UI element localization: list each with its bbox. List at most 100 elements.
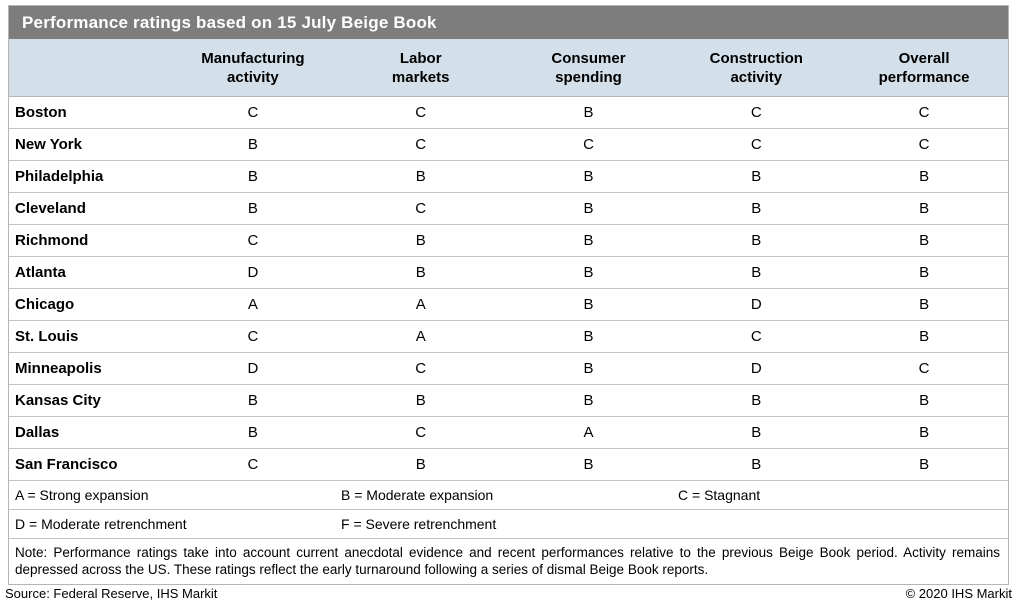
district-name: Cleveland [15,200,86,217]
grade-cell: A [247,296,258,313]
table-title: Performance ratings based on 15 July Bei… [22,12,437,32]
footer: Source: Federal Reserve, IHS Markit © 20… [5,586,1012,601]
grade-cell: B [583,232,594,249]
table-row: Minneapolis D C B D C [9,353,1008,385]
grade-cell: C [918,360,930,377]
grade-cell: B [751,392,762,409]
table-row: Philadelphia B B B B B [9,161,1008,193]
grade-cell: C [247,232,259,249]
grade-cell: B [583,104,594,121]
district-name: St. Louis [15,328,79,345]
district-name: Chicago [15,296,75,313]
grade-cell: C [415,104,427,121]
district-name: Boston [15,104,67,121]
district-name: Dallas [15,424,60,441]
table-row: St. Louis C A B C B [9,321,1008,353]
grade-cell: C [750,136,762,153]
grade-cell: B [247,200,258,217]
district-name: San Francisco [15,456,118,473]
district-name: Philadelphia [15,168,104,185]
column-header-consumer-spending: Consumer spending [551,49,626,86]
grade-cell: B [415,392,426,409]
table-title-bar: Performance ratings based on 15 July Bei… [9,6,1008,39]
grade-cell: B [751,200,762,217]
grade-cell: C [750,328,762,345]
grade-cell: C [415,136,427,153]
grade-cell: B [919,392,930,409]
table-row: Chicago A A B D B [9,289,1008,321]
grade-cell: B [919,232,930,249]
grade-cell: B [919,424,930,441]
table-row: New York B C C C C [9,129,1008,161]
grade-cell: B [583,392,594,409]
grade-cell: C [247,328,259,345]
grade-cell: C [415,424,427,441]
grade-cell: B [247,392,258,409]
column-header-manufacturing-activity: Manufacturing activity [201,49,305,86]
district-name: Richmond [15,232,89,249]
grade-cell: B [919,264,930,281]
grade-cell: B [751,232,762,249]
grade-cell: B [415,264,426,281]
district-name: Atlanta [15,264,66,281]
grade-cell: D [750,296,762,313]
grade-cell: C [583,136,594,153]
grade-cell: C [415,360,427,377]
grade-cell: D [247,360,259,377]
source-text: Source: Federal Reserve, IHS Markit [5,586,218,601]
legend-grade-c: C = Stagnant [678,487,761,503]
district-name: Kansas City [15,392,101,409]
table-row: Cleveland B C B B B [9,193,1008,225]
column-header-labor-markets: Labor markets [391,49,450,86]
grade-cell: B [919,296,930,313]
grade-cell: C [918,136,930,153]
grade-cell: B [583,200,594,217]
grade-cell: B [247,168,258,185]
grade-cell: B [751,424,762,441]
grade-cell: B [583,360,594,377]
grade-cell: B [415,168,426,185]
district-name: New York [15,136,82,153]
beige-book-ratings-table: Performance ratings based on 15 July Bei… [8,5,1009,585]
grade-cell: B [583,264,594,281]
grade-cell: B [415,456,426,473]
grade-cell: C [750,104,762,121]
legend-grade-d: D = Moderate retrenchment [15,516,187,532]
table-header-row: Manufacturing activity Labor markets Con… [9,39,1008,97]
table-body: Boston C C B C C New York B C C C C Philadelphia B B B B… [9,97,1008,481]
table-note: Note: Performance ratings take into acco… [15,545,1000,577]
grade-cell: B [583,328,594,345]
grade-cell: B [751,456,762,473]
grade-cell: B [583,296,594,313]
legend-row-2: D = Moderate retrenchment F = Severe ret… [9,510,1008,539]
grade-cell: D [750,360,762,377]
grade-cell: C [247,456,259,473]
grade-cell: B [751,168,762,185]
grade-cell: B [247,136,258,153]
grade-cell: A [415,296,426,313]
grade-cell: C [415,200,427,217]
legend-grade-b: B = Moderate expansion [341,487,494,503]
grade-cell: A [583,424,594,441]
grade-cell: B [751,264,762,281]
grade-cell: A [415,328,426,345]
column-header-construction-activity: Construction activity [709,49,803,86]
copyright-text: © 2020 IHS Markit [905,586,1012,601]
grade-cell: B [919,168,930,185]
grade-cell: C [918,104,930,121]
table-row: Dallas B C A B B [9,417,1008,449]
grade-cell: B [583,456,594,473]
legend-grade-a: A = Strong expansion [15,487,149,503]
column-header-overall-performance: Overall performance [878,49,970,86]
table-row: Richmond C B B B B [9,225,1008,257]
grade-cell: B [247,424,258,441]
grade-cell: B [583,168,594,185]
grade-cell: B [919,200,930,217]
grade-cell: C [247,104,259,121]
district-name: Minneapolis [15,360,102,377]
table-row: Atlanta D B B B B [9,257,1008,289]
grade-cell: D [247,264,259,281]
legend-grade-f: F = Severe retrenchment [341,516,497,532]
table-row: Kansas City B B B B B [9,385,1008,417]
